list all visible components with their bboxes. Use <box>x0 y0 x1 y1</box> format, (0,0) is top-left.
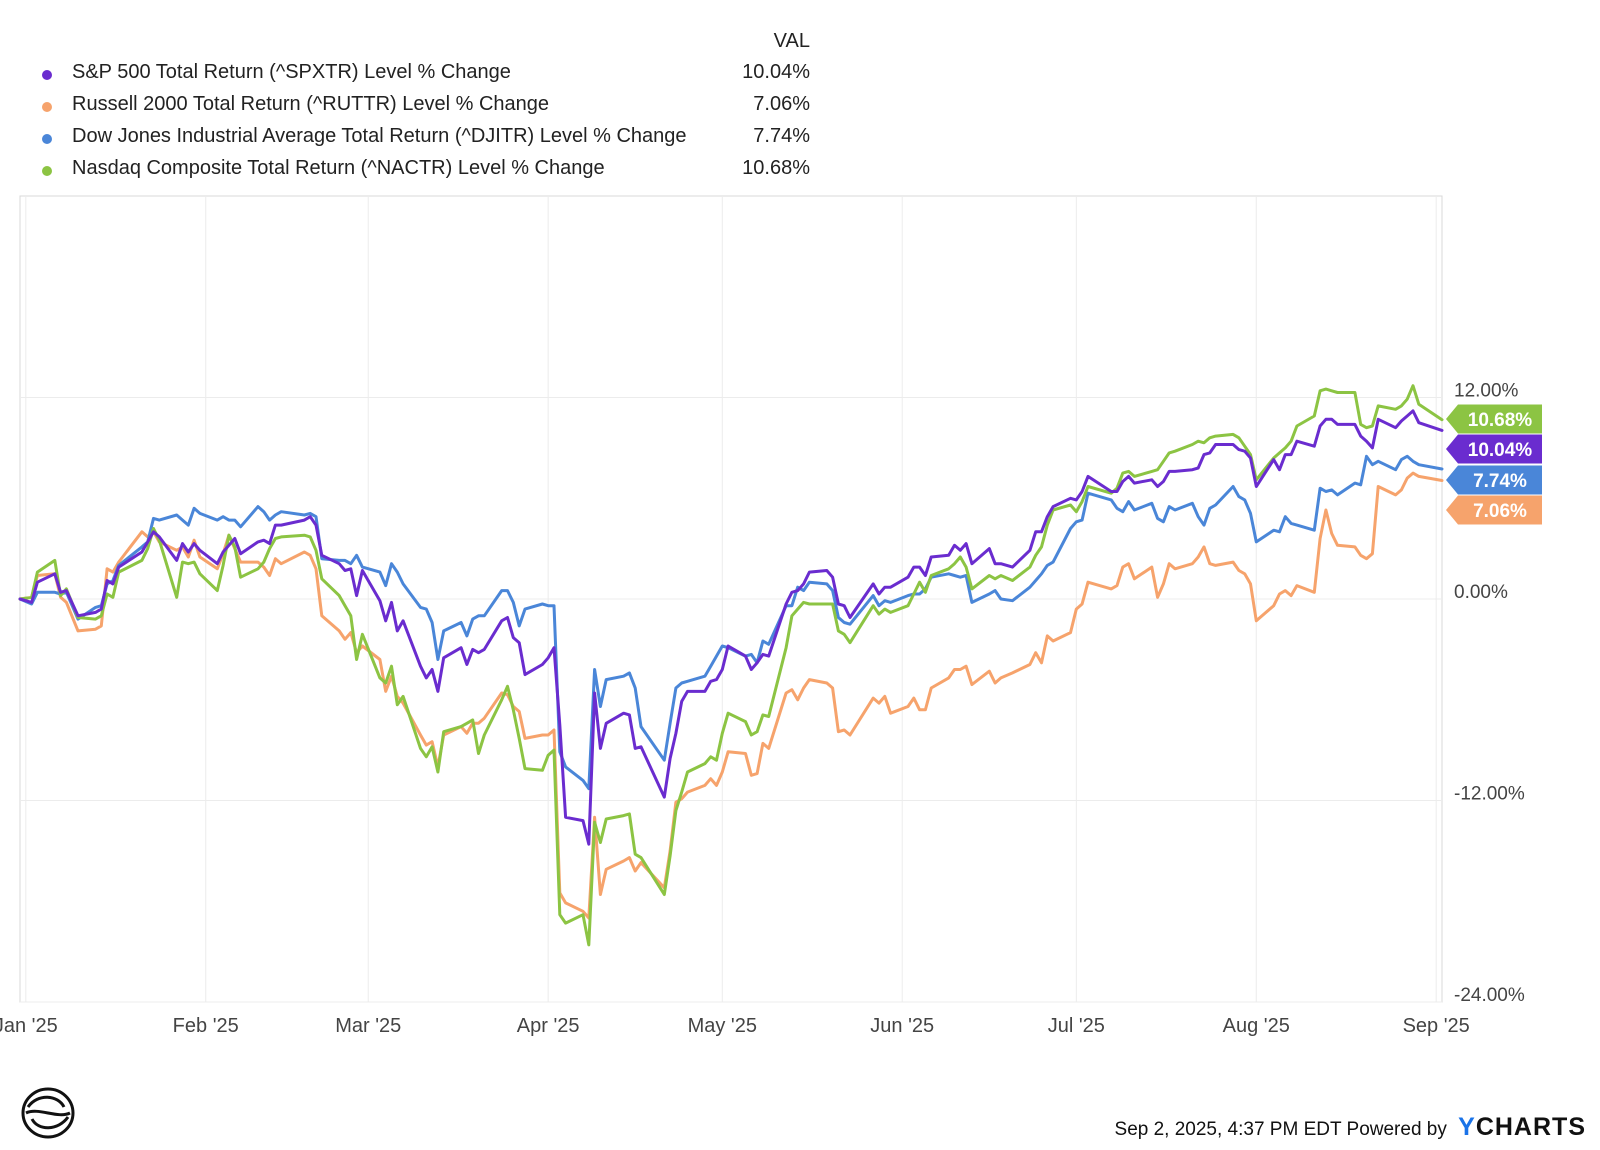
brand-rest: CHARTS <box>1475 1113 1586 1141</box>
series-line-1 <box>18 471 1444 920</box>
end-label-text: 7.74% <box>1473 471 1527 492</box>
end-label-text: 10.68% <box>1468 410 1533 431</box>
x-tick-label: Aug '25 <box>1223 1015 1290 1037</box>
series-line-3 <box>18 384 1444 947</box>
legend-item-dji[interactable]: Dow Jones Industrial Average Total Retur… <box>40 122 810 154</box>
legend-item-value: 10.04% <box>742 61 810 83</box>
legend-item-nasdaq[interactable]: Nasdaq Composite Total Return (^NACTR) L… <box>40 154 810 186</box>
company-logo-icon <box>21 1087 75 1139</box>
end-label-text: 10.04% <box>1468 440 1533 461</box>
footer-timestamp: Sep 2, 2025, 4:37 PM EDT Powered by <box>1114 1119 1447 1140</box>
end-label-badge <box>1446 495 1542 525</box>
x-tick-label: Jan '25 <box>0 1015 58 1037</box>
end-label-badge <box>1446 465 1542 495</box>
y-tick-label: -24.00% <box>1454 985 1525 1006</box>
end-label-badge <box>1446 434 1542 464</box>
legend-dot-icon <box>42 166 52 176</box>
legend-dot-icon <box>42 70 52 80</box>
legend-item-value: 7.74% <box>753 125 810 147</box>
legend-dot-icon <box>42 102 52 112</box>
legend-item-name: S&P 500 Total Return (^SPXTR) Level % Ch… <box>72 61 511 83</box>
brand-y: Y <box>1458 1113 1476 1141</box>
series-line-2 <box>18 454 1444 791</box>
end-label-badge <box>1446 404 1542 434</box>
line-chart[interactable]: Jan '25 Feb '25 Mar '25 Apr '25 May '25 Jun '… <box>0 0 1600 1070</box>
legend-item-rut[interactable]: Russell 2000 Total Return (^RUTTR) Level… <box>40 90 810 122</box>
series-line-0 <box>18 409 1444 846</box>
legend-item-name: Nasdaq Composite Total Return (^NACTR) L… <box>72 157 605 179</box>
x-tick-label: May '25 <box>688 1015 757 1037</box>
y-tick-label: -12.00% <box>1454 784 1525 805</box>
ycharts-brand[interactable]: YCHARTS <box>1458 1113 1586 1141</box>
x-tick-label: Apr '25 <box>517 1015 580 1037</box>
end-label-text: 7.06% <box>1473 501 1527 522</box>
x-tick-label: Mar '25 <box>335 1015 401 1037</box>
legend-item-name: Russell 2000 Total Return (^RUTTR) Level… <box>72 93 550 115</box>
x-tick-label: Feb '25 <box>173 1015 239 1037</box>
y-tick-label: 12.00% <box>1454 381 1519 402</box>
x-tick-label: Jun '25 <box>870 1015 934 1037</box>
x-tick-label: Sep '25 <box>1403 1015 1470 1037</box>
legend-item-value: 10.68% <box>742 157 810 179</box>
y-tick-label: 0.00% <box>1454 582 1508 603</box>
x-tick-label: Jul '25 <box>1048 1015 1105 1037</box>
legend-item-name: Dow Jones Industrial Average Total Retur… <box>72 125 687 147</box>
legend-item-value: 7.06% <box>753 93 810 115</box>
legend-item-spx[interactable]: S&P 500 Total Return (^SPXTR) Level % Ch… <box>40 58 810 90</box>
legend-val-header: VAL <box>773 30 810 52</box>
legend-dot-icon <box>42 134 52 144</box>
footer: Sep 2, 2025, 4:37 PM EDT Powered by YCHA… <box>1115 1113 1586 1142</box>
